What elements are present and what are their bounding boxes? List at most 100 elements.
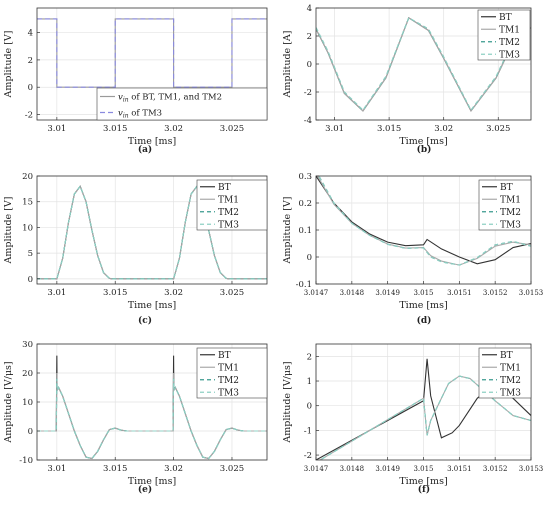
x-tick-label: 3.01 [47, 288, 66, 298]
x-tick-label: 3.01 [325, 124, 344, 134]
x-axis-label: Time [ms] [128, 136, 176, 147]
legend-box [96, 87, 268, 121]
x-tick-label: 3.025 [220, 288, 244, 298]
y-axis-label: Amplitude [V] [3, 31, 14, 99]
y-tick-label: 0 [28, 427, 33, 437]
x-tick-label: 3.02 [164, 124, 183, 134]
y-tick-label: -2 [304, 451, 312, 461]
chart-panel-6: 3.0147 3.0148 3.0149 3.015 3.0151 3.0152 3.015… [282, 343, 543, 495]
series-group [316, 176, 531, 266]
y-tick-label: -2 [304, 88, 312, 98]
x-tick-label: 3.01 [47, 124, 66, 134]
x-tick-label: 3.015 [103, 464, 127, 474]
y-tick-label: 4 [28, 29, 33, 39]
x-tick-label: 3.0149 [375, 289, 400, 297]
chart-panel-3: 3.01 3.015 3.02 3.025 0 5 10 15 20 Time [ms] Ampli… [3, 172, 268, 326]
legend: BT TM1 TM2 TM3 [478, 179, 532, 231]
legend-box [478, 347, 532, 399]
y-tick-label: 2 [307, 32, 312, 42]
y-tick-label: 15 [22, 198, 33, 208]
x-tick-label: 3.025 [220, 464, 244, 474]
y-tick-label: 0 [307, 402, 312, 412]
y-tick-label: 0.3 [298, 172, 312, 182]
panel-caption: (d) [417, 315, 432, 326]
y-tick-label: 5 [28, 249, 33, 259]
chart-panel-1: 3.01 3.015 3.02 3.025 -2 0 2 4 Time [ms] Amplitud… [3, 7, 268, 155]
panel-caption: (e) [138, 484, 152, 495]
x-axis-label: Time [ms] [128, 476, 176, 487]
x-tick-label: 3.02 [164, 288, 183, 298]
chart-panel-4: 3.0147 3.0148 3.0149 3.015 3.0151 3.0152 3.015… [282, 172, 544, 326]
x-tick-label: 3.0152 [483, 465, 508, 473]
x-tick-label: 3.0151 [447, 289, 472, 297]
y-tick-label: 0.2 [298, 199, 312, 209]
x-tick-label: 3.01 [47, 464, 66, 474]
panel-caption: (b) [417, 144, 432, 155]
y-axis-label: Amplitude [V] [3, 197, 14, 265]
y-tick-label: 1 [307, 377, 312, 387]
legend-label: TM1 [218, 363, 239, 373]
y-tick-label: -0.1 [296, 280, 312, 290]
x-tick-label: 3.02 [164, 464, 183, 474]
legend-label: TM2 [500, 208, 521, 218]
legend-label: TM2 [218, 208, 239, 218]
y-tick-label: 30 [22, 340, 33, 350]
y-tick-label: 20 [22, 172, 33, 182]
legend-box [478, 179, 532, 231]
y-tick-label: 0 [28, 83, 33, 93]
y-tick-label: 0 [307, 253, 312, 263]
legend-label: TM1 [218, 195, 239, 205]
x-tick-label: 3.015 [413, 465, 433, 473]
x-tick-label: 3.02 [434, 124, 453, 134]
legend-label: BT [500, 183, 513, 193]
legend-label: TM1 [499, 25, 520, 35]
x-tick-label: 3.0147 [304, 289, 329, 297]
legend-label: BT [218, 351, 231, 361]
x-tick-label: 3.0147 [304, 465, 329, 473]
y-axis-label: Amplitude [V] [282, 197, 293, 265]
series-group [37, 185, 267, 280]
y-tick-label: 10 [22, 223, 33, 233]
y-tick-label: 4 [307, 4, 312, 14]
series-line-tm3 [37, 378, 267, 460]
legend: BT TM1 TM2 TM3 [478, 347, 532, 399]
y-tick-label: 10 [22, 398, 33, 408]
y-axis-label: Amplitude [V/μs] [282, 361, 293, 443]
x-axis-label: Time [ms] [128, 300, 176, 311]
legend-label: BT [500, 351, 513, 361]
chart-panel-5: 3.01 3.015 3.02 3.025 -10 0 10 20 30 Time [ms] Amp… [3, 340, 268, 495]
legend: vin of BT, TM1, and TM2 vin of TM3 [96, 87, 268, 121]
legend-label: TM3 [500, 220, 521, 230]
panel-caption: (c) [138, 315, 152, 326]
x-tick-label: 3.015 [413, 289, 433, 297]
x-tick-label: 3.025 [486, 124, 510, 134]
legend-label: TM3 [500, 388, 521, 398]
legend: BT TM1 TM2 TM3 [196, 347, 268, 399]
legend-box [477, 9, 531, 61]
series-line-bt [316, 176, 531, 265]
series-line-v-in-of-tm3 [37, 18, 267, 88]
y-tick-label: -4 [304, 116, 312, 126]
y-tick-label: -1 [304, 426, 312, 436]
panel-caption: (a) [138, 144, 152, 155]
legend-label: TM1 [500, 363, 521, 373]
y-tick-label: -2 [25, 111, 33, 121]
x-tick-label: 3.0151 [447, 465, 472, 473]
y-axis-label: Amplitude [V/μs] [3, 361, 14, 443]
legend-label: TM1 [500, 195, 521, 205]
y-tick-label: 2 [307, 352, 312, 362]
x-tick-label: 3.0148 [340, 465, 365, 473]
legend-label: TM2 [499, 38, 520, 48]
x-tick-label: 3.0153 [519, 289, 544, 297]
y-tick-label: -10 [19, 456, 33, 466]
series-line-tm3 [318, 176, 531, 266]
legend-label: TM3 [499, 50, 520, 60]
x-tick-label: 3.015 [103, 124, 127, 134]
x-tick-label: 3.0152 [483, 289, 508, 297]
legend: BT TM1 TM2 TM3 [196, 179, 268, 231]
x-tick-label: 3.0148 [340, 289, 365, 297]
legend-box [196, 347, 268, 399]
legend-label: BT [218, 183, 231, 193]
y-tick-label: 0.1 [298, 226, 312, 236]
series-line-tm3 [37, 185, 267, 280]
